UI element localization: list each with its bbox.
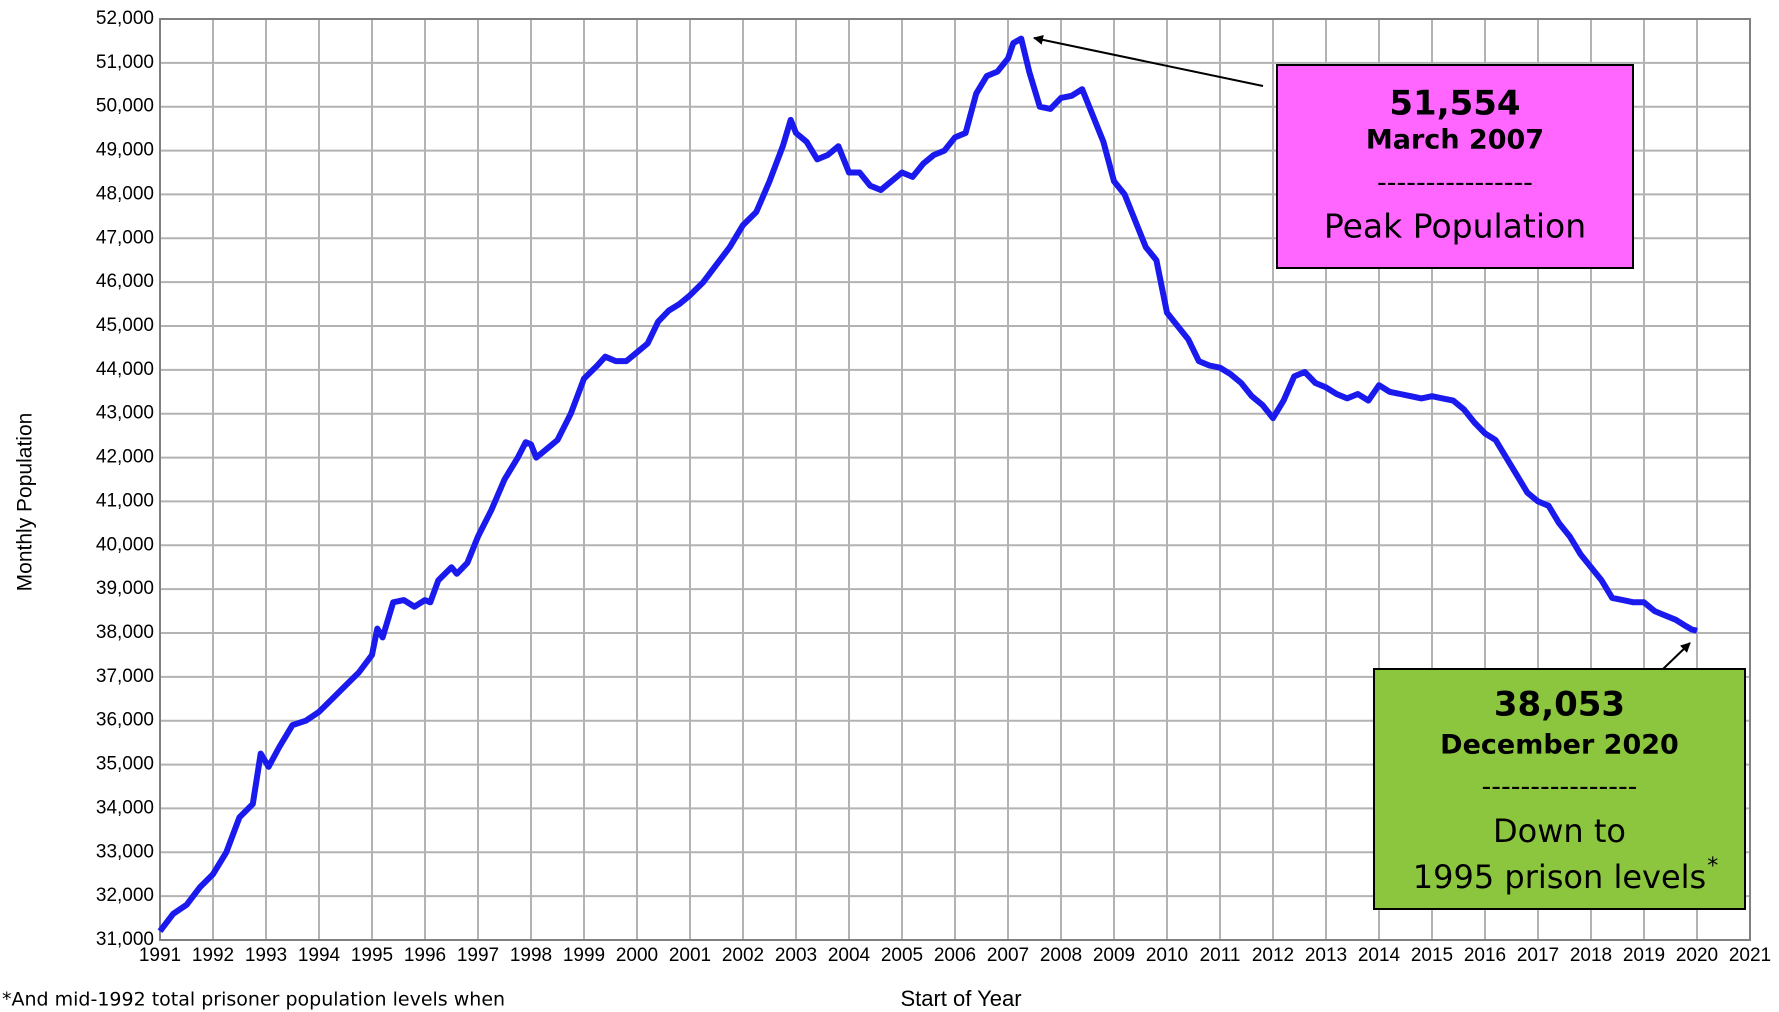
x-tick-label: 2006 bbox=[934, 945, 976, 966]
x-tick-label: 1998 bbox=[510, 945, 552, 966]
y-tick-label: 34,000 bbox=[96, 797, 154, 818]
y-tick-label: 52,000 bbox=[96, 8, 154, 29]
x-tick-label: 1991 bbox=[139, 945, 181, 966]
annotation-text: Peak Population bbox=[1324, 207, 1586, 246]
x-tick-label: 2000 bbox=[616, 945, 658, 966]
x-axis-label: Start of Year bbox=[900, 986, 1021, 1011]
y-tick-label: 40,000 bbox=[96, 534, 154, 555]
annotation-box bbox=[1373, 668, 1746, 910]
y-tick-label: 43,000 bbox=[96, 403, 154, 424]
x-tick-label: 2012 bbox=[1252, 945, 1294, 966]
annotation-text: ---------------- bbox=[1482, 772, 1638, 803]
x-tick-label: 2009 bbox=[1093, 945, 1135, 966]
plot-border bbox=[159, 18, 1751, 941]
data-line bbox=[157, 35, 1698, 934]
y-tick-label: 48,000 bbox=[96, 183, 154, 204]
y-tick-label: 51,000 bbox=[96, 52, 154, 73]
x-tick-label: 2015 bbox=[1411, 945, 1453, 966]
y-tick-label: 36,000 bbox=[96, 710, 154, 731]
y-tick-label: 39,000 bbox=[96, 578, 154, 599]
y-axis-label: Monthly Population bbox=[14, 413, 37, 592]
x-tick-label: 2013 bbox=[1305, 945, 1347, 966]
annotation-box bbox=[1276, 64, 1634, 269]
footnote: *And mid-1992 total prisoner population … bbox=[2, 989, 505, 1011]
x-tick-label: 1999 bbox=[563, 945, 605, 966]
y-tick-label: 33,000 bbox=[96, 841, 154, 862]
x-tick-label: 2005 bbox=[881, 945, 923, 966]
x-tick-label: 1992 bbox=[192, 945, 234, 966]
y-tick-label: 44,000 bbox=[96, 359, 154, 380]
x-tick-label: 2018 bbox=[1570, 945, 1612, 966]
annotation-text: 51,554 bbox=[1389, 84, 1520, 124]
x-tick-label: 2020 bbox=[1676, 945, 1718, 966]
y-tick-label: 32,000 bbox=[96, 885, 154, 906]
x-tick-label: 2017 bbox=[1517, 945, 1559, 966]
x-tick-label: 1994 bbox=[298, 945, 341, 966]
y-tick-label: 45,000 bbox=[96, 315, 154, 336]
x-tick-label: 2002 bbox=[722, 945, 764, 966]
annotation-text: December 2020 bbox=[1440, 730, 1679, 761]
annotation-arrow bbox=[1033, 34, 1264, 87]
x-tick-label: 2010 bbox=[1146, 945, 1188, 966]
y-tick-label: 49,000 bbox=[96, 140, 154, 161]
x-tick-label: 2021 bbox=[1729, 945, 1771, 966]
annotation-text: March 2007 bbox=[1366, 125, 1544, 156]
annotation-text: Down to bbox=[1493, 812, 1626, 850]
y-tick-label: 50,000 bbox=[96, 96, 154, 117]
x-tick-label: 2007 bbox=[987, 945, 1029, 966]
y-tick-label: 37,000 bbox=[96, 666, 154, 687]
x-tick-label: 1993 bbox=[245, 945, 287, 966]
x-tick-label: 2014 bbox=[1358, 945, 1401, 966]
y-tick-label: 41,000 bbox=[96, 490, 154, 511]
y-tick-label: 47,000 bbox=[96, 227, 154, 248]
x-tick-label: 2016 bbox=[1464, 945, 1506, 966]
y-tick-label: 31,000 bbox=[96, 929, 154, 950]
x-tick-label: 2004 bbox=[828, 945, 871, 966]
y-tick-label: 38,000 bbox=[96, 622, 154, 643]
annotation-text: 1995 prison levels bbox=[1413, 858, 1706, 896]
annotation: 38,053 December 2020 ---------------- Down … bbox=[1373, 642, 1746, 910]
x-tick-label: 1997 bbox=[457, 945, 499, 966]
y-tick-label: 46,000 bbox=[96, 271, 154, 292]
x-tick-label: 2011 bbox=[1200, 945, 1241, 966]
x-tick-label: 1996 bbox=[404, 945, 446, 966]
annotation-arrow bbox=[1662, 642, 1691, 670]
x-tick-label: 2003 bbox=[775, 945, 817, 966]
x-tick-label: 2001 bbox=[669, 945, 711, 966]
x-tick-label: 1995 bbox=[351, 945, 393, 966]
annotation-text: ---------------- bbox=[1377, 168, 1533, 199]
x-tick-label: 2008 bbox=[1040, 945, 1082, 966]
annotation-text: 38,053 bbox=[1494, 685, 1625, 725]
y-tick-label: 35,000 bbox=[96, 754, 154, 775]
y-tick-label: 42,000 bbox=[96, 447, 154, 468]
annotation-mark: * bbox=[1707, 854, 1718, 879]
x-tick-label: 2019 bbox=[1623, 945, 1665, 966]
